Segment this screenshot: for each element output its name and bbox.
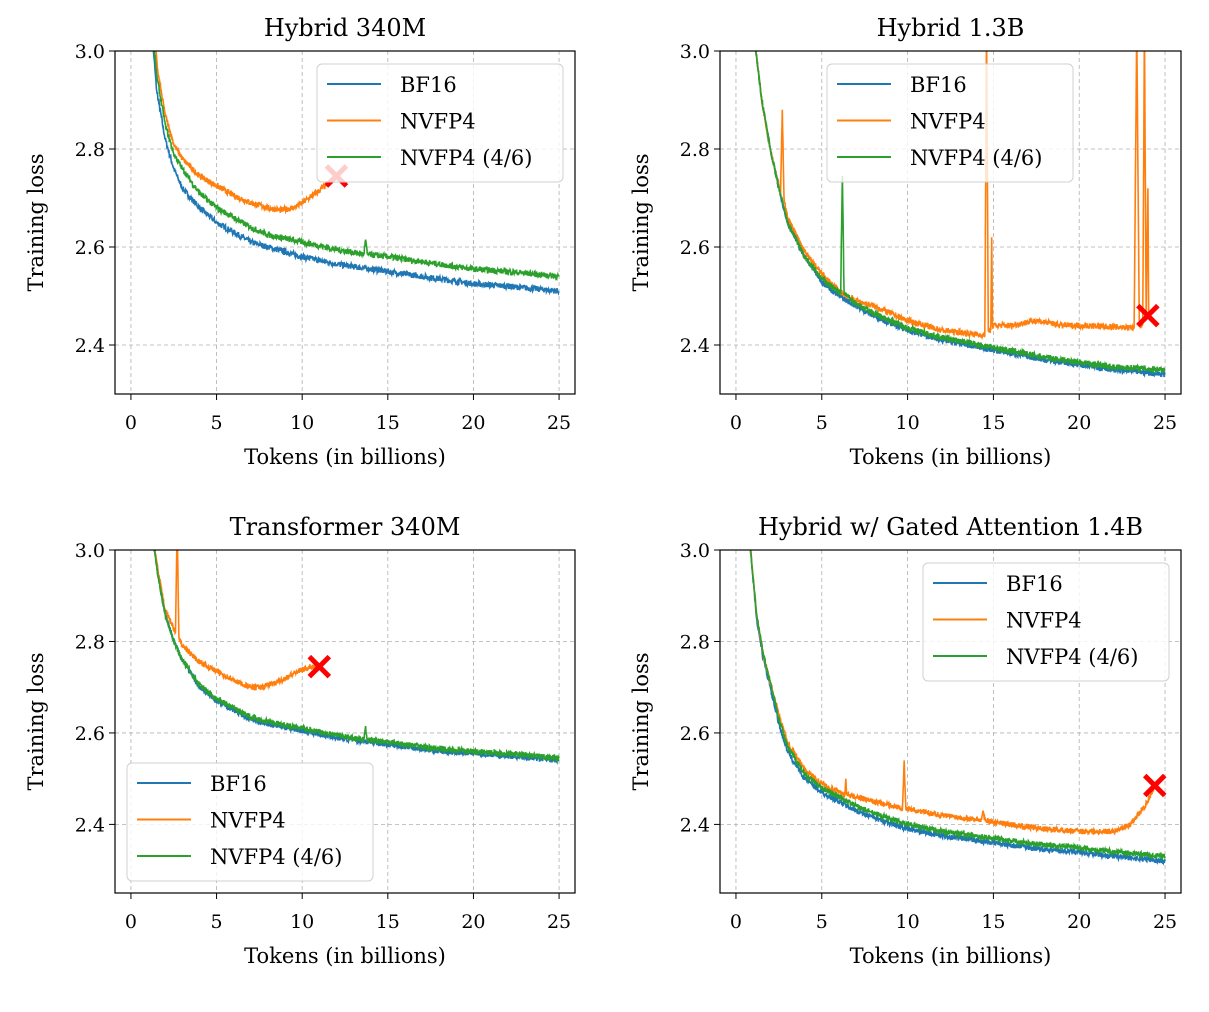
x-tick-label: 0 — [730, 911, 742, 933]
legend-box — [826, 63, 1074, 183]
x-axis-label: Tokens (in billions) — [850, 944, 1052, 968]
legend-label: NVFP4 — [210, 809, 286, 833]
legend-label: BF16 — [400, 73, 457, 97]
y-tick-label: 2.8 — [75, 631, 105, 653]
x-tick-label: 0 — [125, 412, 137, 434]
series-line-nvfp4-4-6- — [153, 550, 560, 763]
legend-label: NVFP4 — [400, 110, 476, 134]
y-tick-label: 2.6 — [75, 237, 105, 259]
x-tick-label: 20 — [1067, 412, 1091, 434]
series-line-bf16 — [152, 51, 560, 296]
legend-label: NVFP4 (4/6) — [1006, 645, 1138, 669]
series-line-nvfp4 — [155, 51, 338, 215]
legend-label: BF16 — [910, 73, 967, 97]
x-tick-label: 10 — [290, 412, 314, 434]
x-tick-label: 5 — [816, 911, 828, 933]
x-axis-label: Tokens (in billions) — [244, 445, 446, 469]
x-tick-label: 20 — [461, 412, 485, 434]
series-line-nvfp4 — [153, 550, 321, 692]
series-line-nvfp4-4-6- — [755, 51, 1166, 375]
x-tick-label: 25 — [1153, 412, 1177, 434]
x-axis-label: Tokens (in billions) — [850, 445, 1052, 469]
x-tick-label: 10 — [895, 412, 919, 434]
y-tick-label: 2.6 — [680, 723, 710, 745]
subplot-1: 0 5 10 15 20 25 2.4 2.6 2.8 3.0 Hybrid 340M Tokens … — [24, 14, 576, 469]
subplot-2: 0 5 10 15 20 25 2.4 2.6 2.8 3.0 Hybrid 1.3B Tokens … — [629, 14, 1182, 469]
y-tick-label: 2.4 — [75, 335, 105, 357]
y-axis-label: Training loss — [629, 652, 653, 790]
y-tick-label: 2.8 — [680, 139, 710, 161]
y-axis-label: Training loss — [24, 153, 48, 291]
x-tick-label: 0 — [730, 412, 742, 434]
series-line-bf16 — [153, 550, 560, 766]
subplot-title: Transformer 340M — [230, 513, 461, 541]
legend-label: BF16 — [210, 772, 267, 796]
subplot-title: Hybrid 1.3B — [877, 14, 1025, 42]
x-tick-label: 20 — [461, 911, 485, 933]
y-tick-label: 3.0 — [680, 540, 710, 562]
legend-label: NVFP4 — [910, 110, 986, 134]
x-tick-label: 25 — [1153, 911, 1177, 933]
y-axis-label: Training loss — [24, 652, 48, 790]
y-tick-label: 2.4 — [680, 335, 710, 357]
x-tick-label: 10 — [290, 911, 314, 933]
y-tick-label: 2.4 — [680, 814, 710, 836]
series-line-nvfp4 — [749, 550, 1156, 836]
legend-label: NVFP4 (4/6) — [400, 146, 532, 170]
subplot-3: 0 5 10 15 20 25 2.4 2.6 2.8 3.0 Transformer 340M To… — [24, 513, 576, 968]
x-tick-label: 5 — [211, 412, 223, 434]
legend-label: BF16 — [1006, 572, 1063, 596]
legend: BF16 NVFP4 NVFP4 (4/6) — [126, 762, 374, 882]
legend-box — [126, 762, 374, 882]
x-tick-label: 20 — [1067, 911, 1091, 933]
y-tick-label: 3.0 — [75, 540, 105, 562]
y-tick-label: 3.0 — [680, 41, 710, 63]
series-line-nvfp4 — [755, 51, 1150, 341]
subplot-4: 0 5 10 15 20 25 2.4 2.6 2.8 3.0 Hybrid w/ Gated At… — [629, 513, 1182, 968]
x-tick-label: 25 — [547, 412, 571, 434]
y-tick-label: 3.0 — [75, 41, 105, 63]
legend-label: NVFP4 (4/6) — [210, 845, 342, 869]
x-tick-label: 15 — [981, 911, 1005, 933]
x-tick-label: 25 — [547, 911, 571, 933]
legend-box — [316, 63, 564, 183]
x-tick-label: 15 — [981, 412, 1005, 434]
axes-frame — [114, 50, 576, 395]
x-tick-label: 15 — [376, 911, 400, 933]
y-tick-label: 2.6 — [680, 237, 710, 259]
y-tick-label: 2.8 — [680, 631, 710, 653]
x-tick-label: 5 — [816, 412, 828, 434]
series-line-nvfp4-4-6- — [749, 550, 1166, 861]
x-tick-label: 15 — [376, 412, 400, 434]
legend-label: NVFP4 (4/6) — [910, 146, 1042, 170]
legend: BF16 NVFP4 NVFP4 (4/6) — [316, 63, 564, 183]
legend: BF16 NVFP4 NVFP4 (4/6) — [826, 63, 1074, 183]
legend: BF16 NVFP4 NVFP4 (4/6) — [922, 562, 1170, 682]
subplot-title: Hybrid 340M — [264, 14, 426, 42]
x-tick-label: 0 — [125, 911, 137, 933]
y-tick-label: 2.8 — [75, 139, 105, 161]
subplot-title: Hybrid w/ Gated Attention 1.4B — [758, 513, 1143, 541]
y-axis-label: Training loss — [629, 153, 653, 291]
y-tick-label: 2.4 — [75, 814, 105, 836]
legend-label: NVFP4 — [1006, 609, 1082, 633]
divergence-x-marker — [1142, 773, 1167, 798]
series-line-nvfp4-4-6- — [153, 51, 560, 282]
divergence-x-marker — [307, 654, 332, 679]
axes-frame — [719, 50, 1182, 395]
axes-frame — [114, 549, 576, 894]
x-tick-label: 5 — [211, 911, 223, 933]
legend-box — [922, 562, 1170, 682]
divergence-x-marker — [1136, 303, 1160, 328]
axes-frame — [719, 549, 1182, 894]
x-axis-label: Tokens (in billions) — [244, 944, 446, 968]
x-tick-label: 10 — [895, 911, 919, 933]
y-tick-label: 2.6 — [75, 723, 105, 745]
